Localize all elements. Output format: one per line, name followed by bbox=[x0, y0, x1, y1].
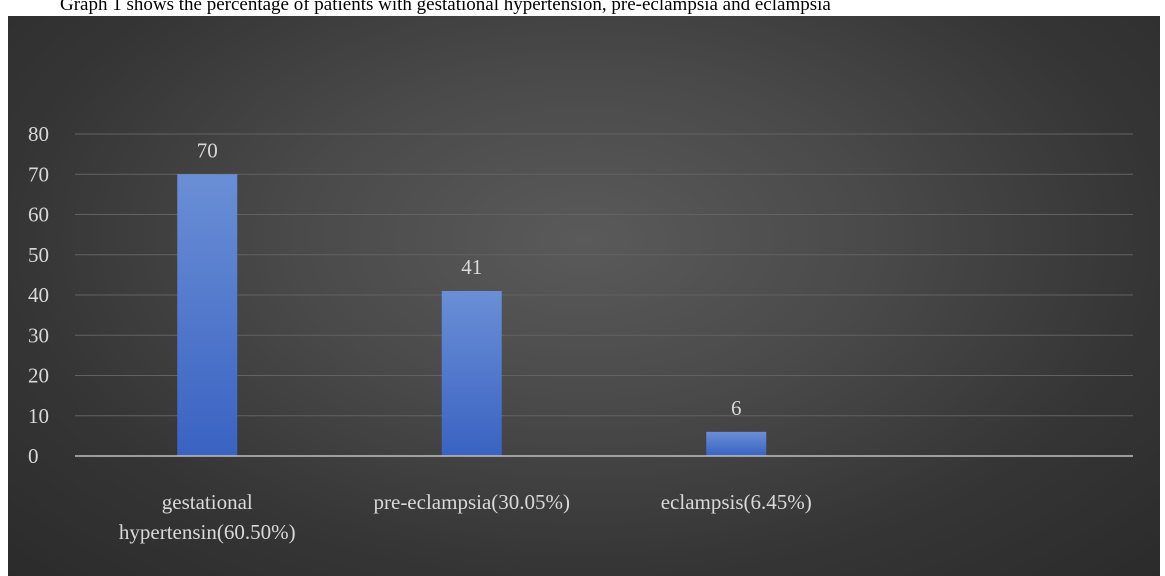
bar bbox=[177, 174, 238, 456]
bar bbox=[441, 290, 502, 456]
chart-title: Graph 1 shows the percentage of patients… bbox=[60, 0, 831, 15]
data-label: 70 bbox=[197, 138, 218, 162]
y-axis-tick-labels: 0 10 20 30 40 50 60 70 80 bbox=[28, 122, 49, 468]
chart-area: 0 10 20 30 40 50 60 70 80 70 41 6 gestational hyper… bbox=[8, 16, 1160, 576]
y-tick-label: 60 bbox=[28, 203, 49, 227]
bar bbox=[706, 431, 767, 456]
data-label: 41 bbox=[461, 255, 482, 279]
x-category-label: gestational bbox=[162, 490, 253, 514]
bars bbox=[177, 174, 767, 456]
x-axis-category-labels: gestational hypertensin(60.50%) pre-eclamp… bbox=[119, 490, 812, 544]
data-label: 6 bbox=[731, 396, 742, 420]
y-tick-label: 50 bbox=[28, 243, 49, 267]
y-tick-label: 10 bbox=[28, 404, 49, 428]
grid-lines bbox=[75, 133, 1133, 417]
y-tick-label: 70 bbox=[28, 162, 49, 186]
x-category-label: pre-eclampsia(30.05%) bbox=[374, 490, 571, 514]
data-labels: 70 41 6 bbox=[197, 138, 742, 420]
bar-chart: 0 10 20 30 40 50 60 70 80 70 41 6 gestational hyper… bbox=[28, 122, 1133, 544]
y-tick-label: 0 bbox=[28, 444, 39, 468]
y-tick-label: 20 bbox=[28, 364, 49, 388]
y-tick-label: 30 bbox=[28, 323, 49, 347]
x-category-label: hypertensin(60.50%) bbox=[119, 520, 296, 544]
y-tick-label: 40 bbox=[28, 283, 49, 307]
y-tick-label: 80 bbox=[28, 122, 49, 146]
x-category-label: eclampsis(6.45%) bbox=[661, 490, 812, 514]
